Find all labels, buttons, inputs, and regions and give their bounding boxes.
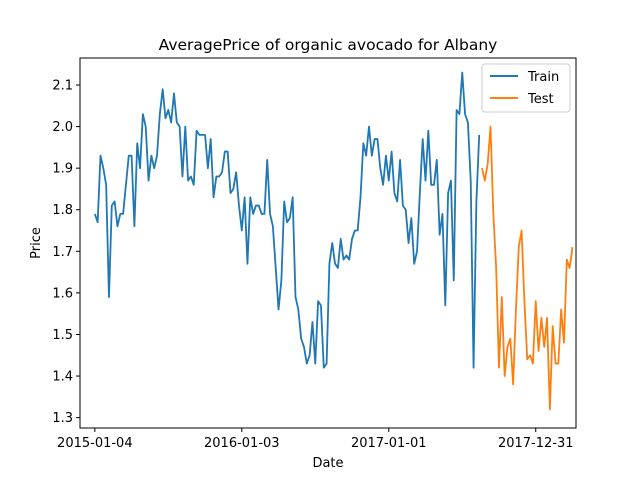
y-tick-label: 1.7	[52, 245, 73, 260]
series-line-test	[481, 125, 574, 411]
y-tick-label: 2.1	[52, 79, 73, 94]
y-tick-label: 1.4	[52, 370, 73, 385]
x-axis-label: Date	[312, 456, 343, 471]
legend-test-label: Test	[527, 92, 554, 107]
x-tick-label: 2017-12-31	[498, 436, 574, 451]
x-tick-label: 2016-01-03	[204, 436, 280, 451]
x-tick-label: 2015-01-04	[57, 436, 133, 451]
y-tick-label: 1.5	[52, 328, 73, 343]
y-tick-label: 1.6	[52, 286, 73, 301]
y-tick-label: 1.8	[52, 203, 73, 218]
axes-frame	[79, 57, 577, 429]
legend: Train Test	[481, 63, 571, 113]
series-line-train	[93, 71, 481, 369]
y-tick-label: 1.3	[52, 411, 73, 426]
plot-area	[93, 71, 574, 411]
y-axis-label: Price	[29, 227, 44, 259]
legend-train-label: Train	[527, 70, 559, 85]
x-tick-label: 2017-01-01	[351, 436, 427, 451]
chart-title: AveragePrice of organic avocado for Alba…	[159, 36, 498, 54]
x-axis: 2015-01-04 2016-01-03 2017-01-01 2017-12-31	[57, 428, 574, 451]
y-tick-label: 1.9	[52, 162, 73, 177]
y-axis: 1.3 1.4 1.5 1.6 1.7 1.8 1.9 2.0 2.1	[52, 79, 80, 426]
y-tick-label: 2.0	[52, 120, 73, 135]
